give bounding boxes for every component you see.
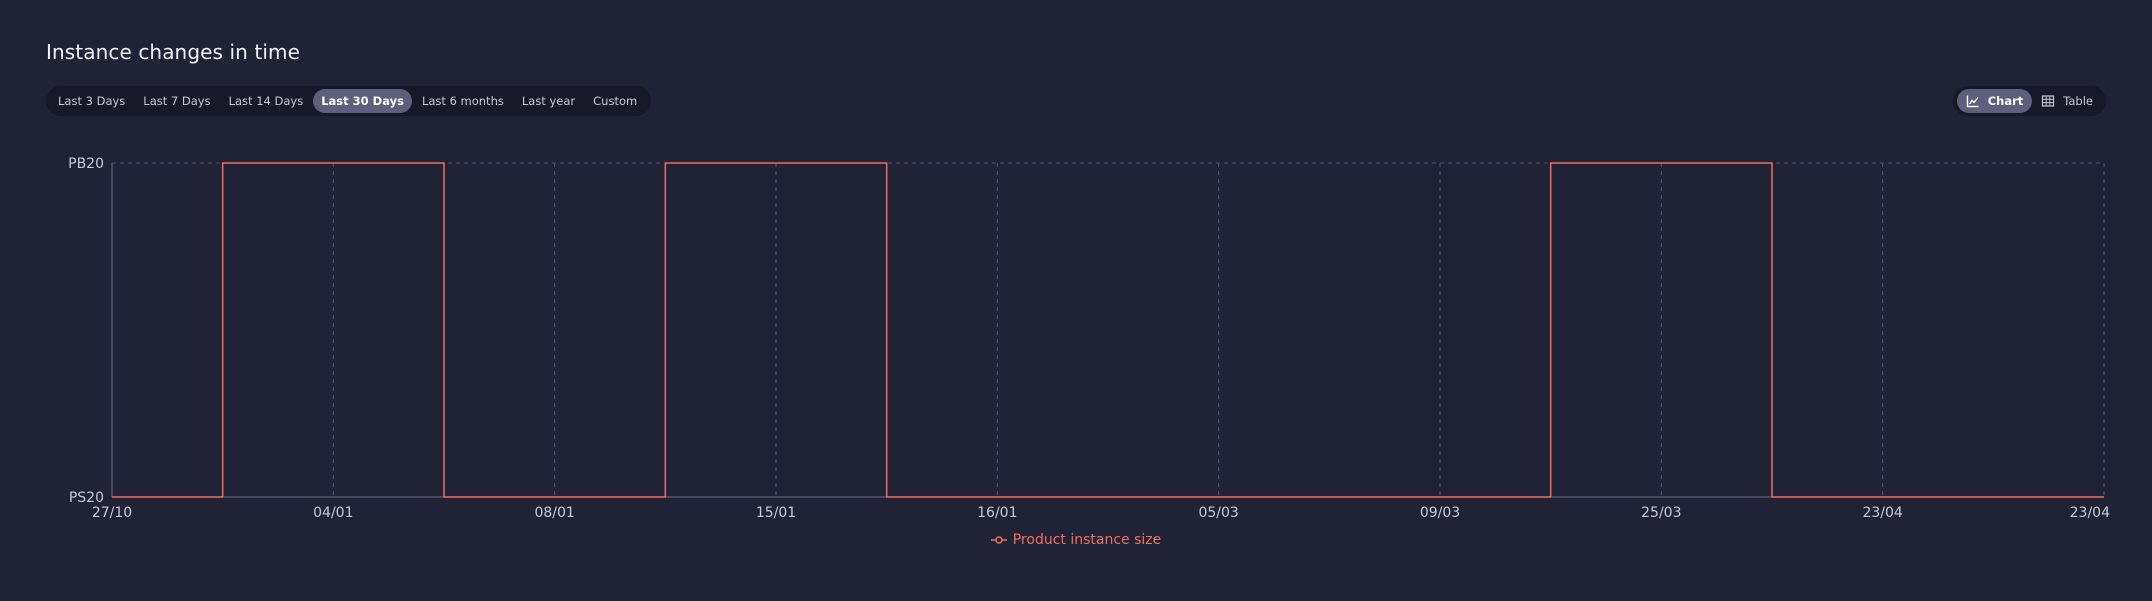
table-icon — [2042, 95, 2055, 107]
table-view-label: Table — [2063, 94, 2093, 108]
time-range-selector: Last 3 Days Last 7 Days Last 14 Days Last 3… — [46, 86, 652, 116]
legend-series-label: Product instance size — [1012, 532, 1162, 548]
range-button-last-year[interactable]: Last year — [521, 94, 576, 108]
x-tick-label: 27/10 — [92, 505, 132, 521]
range-button-last-7-days[interactable]: Last 7 Days — [143, 94, 211, 108]
legend-marker-icon — [990, 536, 1007, 544]
range-button-last-3-days[interactable]: Last 3 Days — [58, 94, 126, 108]
chart-view-label: Chart — [1987, 94, 2024, 108]
x-tick-label: 25/03 — [1641, 505, 1681, 521]
range-button-last-6-months[interactable]: Last 6 months — [421, 94, 504, 108]
chart-icon — [1966, 95, 1979, 108]
range-button-last-30-days[interactable]: Last 30 Days — [313, 89, 412, 113]
x-tick-label: 08/01 — [534, 505, 574, 521]
series-line-product-instance-size — [112, 162, 2104, 498]
x-tick-label: 09/03 — [1420, 505, 1460, 521]
y-tick-label: PS20 — [69, 490, 104, 506]
x-tick-label: 15/01 — [756, 505, 796, 521]
x-tick-label: 04/01 — [313, 505, 353, 521]
x-tick-label: 05/03 — [1198, 505, 1238, 521]
x-tick-label: 23/04 — [1862, 505, 1902, 521]
range-button-custom[interactable]: Custom — [593, 94, 638, 108]
range-button-last-14-days[interactable]: Last 14 Days — [228, 94, 304, 108]
y-tick-label: PB20 — [68, 156, 104, 172]
chart-view-button[interactable]: Chart — [1956, 89, 2033, 113]
chart-legend[interactable]: Product instance size — [0, 532, 2152, 548]
page-title: Instance changes in time — [46, 40, 300, 64]
x-tick-label: 23/04 — [2070, 505, 2110, 521]
view-toggle: Chart Table — [1952, 86, 2106, 116]
table-view-button[interactable]: Table — [2032, 89, 2102, 113]
x-tick-label: 16/01 — [977, 505, 1017, 521]
